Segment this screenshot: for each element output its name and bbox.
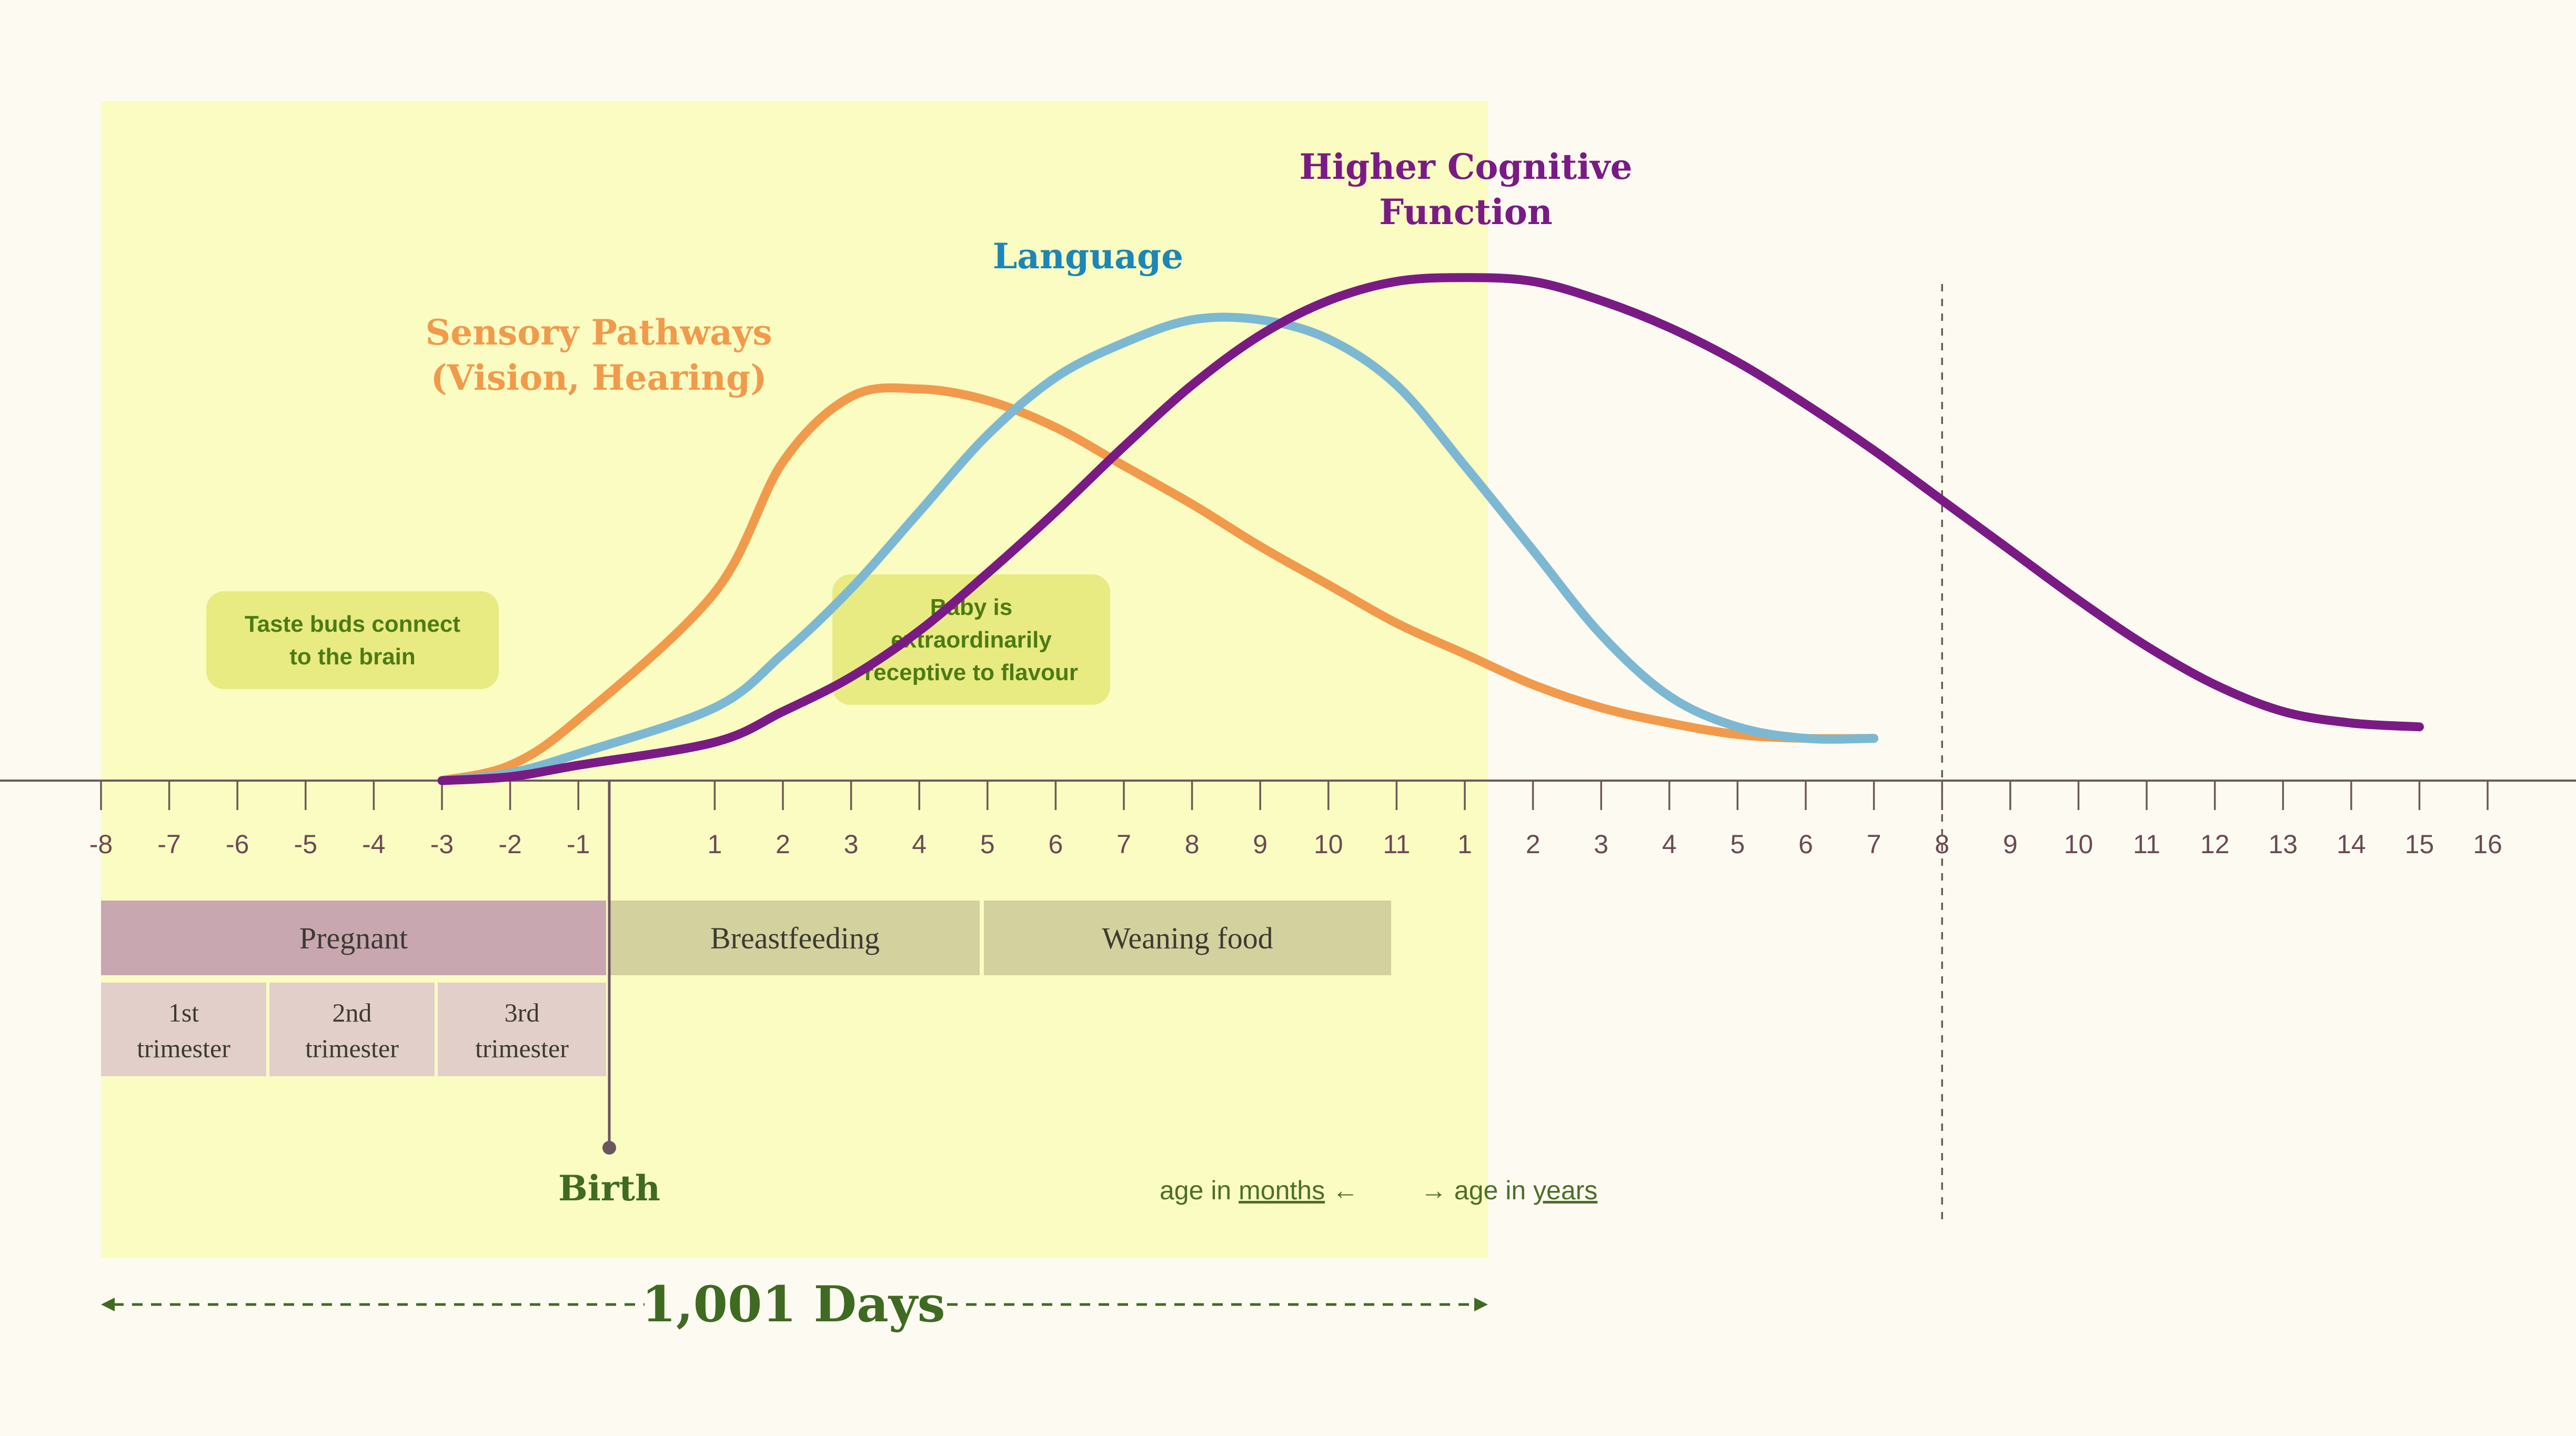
phase-breastfeeding-label: Breastfeeding bbox=[710, 921, 880, 955]
trimester-label: 1st bbox=[168, 998, 199, 1027]
higher-cognitive-label: Higher Cognitive bbox=[1300, 146, 1633, 187]
x-tick-label: 9 bbox=[1253, 830, 1267, 859]
x-tick-label: 6 bbox=[1048, 830, 1063, 859]
higher-cognitive-curve bbox=[437, 273, 2424, 785]
age-in-months-label: age in months ← bbox=[1160, 1176, 1359, 1205]
x-tick-label: 3 bbox=[1594, 830, 1608, 859]
trimester-box bbox=[269, 983, 435, 1076]
x-tick-label: 10 bbox=[2064, 830, 2094, 859]
language-curve bbox=[437, 312, 1879, 785]
trimester-label: trimester bbox=[137, 1034, 230, 1063]
x-tick-label: 11 bbox=[1383, 830, 1410, 859]
phase-pregnant-label: Pregnant bbox=[299, 921, 408, 955]
phase-weaning-food-label: Weaning food bbox=[1102, 921, 1273, 955]
sensory-pathways-label: Sensory Pathways bbox=[425, 312, 772, 353]
x-tick-label: -2 bbox=[498, 830, 521, 859]
birth-marker-dot bbox=[602, 1141, 616, 1155]
trimester-label: trimester bbox=[475, 1034, 569, 1063]
x-tick-label: 1 bbox=[1457, 830, 1472, 859]
sensory-pathways-label: (Vision, Hearing) bbox=[431, 357, 767, 398]
days-label: 1,001 Days bbox=[641, 1276, 945, 1333]
x-tick-label: 16 bbox=[2473, 830, 2502, 859]
x-tick-label: 6 bbox=[1798, 830, 1813, 859]
trimester-label: 3rd bbox=[505, 998, 540, 1027]
taste-buds-note-box bbox=[206, 591, 499, 689]
x-tick-label: 8 bbox=[1185, 830, 1200, 859]
trimester-box bbox=[438, 983, 606, 1076]
language-label: Language bbox=[993, 236, 1183, 277]
days-arrowhead-left bbox=[101, 1298, 115, 1311]
phase-pregnant-bar bbox=[101, 901, 606, 975]
x-tick-label: 13 bbox=[2268, 830, 2298, 859]
x-tick-label: 11 bbox=[2133, 830, 2160, 859]
x-tick-label: 5 bbox=[1730, 830, 1745, 859]
x-tick-label: -5 bbox=[294, 830, 317, 859]
days-arrowhead-right bbox=[1474, 1298, 1488, 1311]
x-tick-label: 10 bbox=[1314, 830, 1343, 859]
trimester-box bbox=[101, 983, 266, 1076]
x-tick-label: -3 bbox=[430, 830, 454, 859]
taste-buds-note-line: to the brain bbox=[289, 644, 416, 670]
flavour-note-line: receptive to flavour bbox=[864, 660, 1078, 685]
x-tick-label: 15 bbox=[2405, 830, 2434, 859]
sensory-pathways-curve bbox=[437, 383, 1879, 785]
x-tick-label: -6 bbox=[226, 830, 249, 859]
x-tick-label: -8 bbox=[89, 830, 113, 859]
x-tick-label: 5 bbox=[980, 830, 995, 859]
birth-label: Birth bbox=[558, 1168, 660, 1209]
x-tick-label: 4 bbox=[1662, 830, 1677, 859]
x-tick-label: -7 bbox=[157, 830, 180, 859]
x-tick-label: 1 bbox=[707, 830, 722, 859]
x-tick-label: 4 bbox=[912, 830, 927, 859]
x-tick-label: 9 bbox=[2003, 830, 2018, 859]
x-tick-label: -1 bbox=[567, 830, 590, 859]
phase-weaning-food-bar bbox=[984, 901, 1391, 975]
taste-buds-note-line: Taste buds connect bbox=[245, 611, 460, 637]
phase-breastfeeding-bar bbox=[610, 901, 980, 975]
trimester-label: trimester bbox=[305, 1034, 399, 1063]
x-tick-label: 3 bbox=[844, 830, 859, 859]
age-in-years-label: → age in years bbox=[1421, 1176, 1597, 1205]
x-tick-label: 7 bbox=[1116, 830, 1131, 859]
x-tick-label: 2 bbox=[1526, 830, 1541, 859]
trimester-label: 2nd bbox=[333, 998, 372, 1027]
x-tick-label: 2 bbox=[776, 830, 790, 859]
x-tick-label: 12 bbox=[2200, 830, 2230, 859]
higher-cognitive-label: Function bbox=[1379, 191, 1552, 232]
x-tick-label: -4 bbox=[362, 830, 385, 859]
x-tick-label: 14 bbox=[2337, 830, 2366, 859]
x-tick-label: 7 bbox=[1867, 830, 1881, 859]
flavour-note-box bbox=[832, 574, 1110, 705]
